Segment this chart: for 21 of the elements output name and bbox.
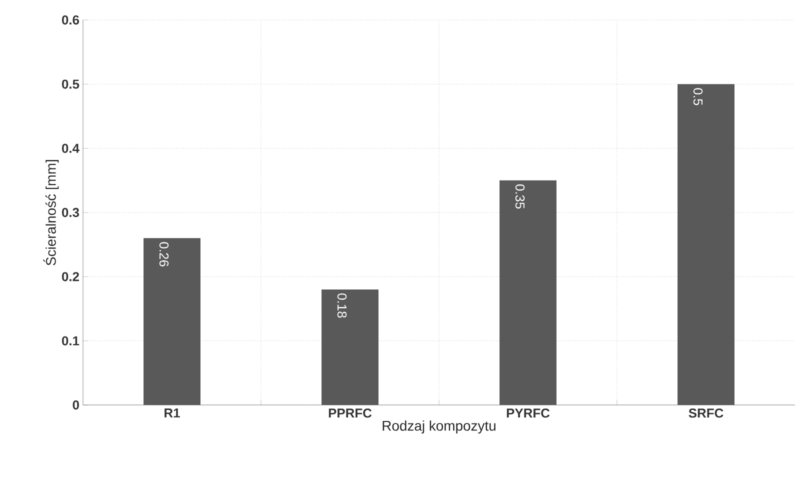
y-tick-label: 0.6 bbox=[62, 15, 80, 25]
bar bbox=[144, 238, 200, 405]
bar bbox=[322, 289, 378, 405]
y-tick-label: 0 bbox=[72, 400, 79, 410]
data-label: 0.26 bbox=[159, 242, 169, 266]
x-tick-label: SRFC bbox=[688, 408, 724, 418]
y-tick-label: 0.2 bbox=[62, 272, 79, 282]
y-tick-label: 0.5 bbox=[62, 80, 80, 89]
data-label: 0.35 bbox=[515, 184, 525, 209]
y-axis-title: Ścieralność [mm] bbox=[43, 160, 59, 266]
x-axis-title: Rodzaj kompozytu bbox=[382, 420, 496, 434]
x-tick-label: PYRFC bbox=[506, 408, 550, 418]
data-label: 0.18 bbox=[337, 294, 347, 318]
bar bbox=[678, 84, 734, 405]
x-tick-label: PPRFC bbox=[328, 408, 372, 418]
y-tick-label: 0.1 bbox=[62, 336, 80, 346]
y-tick-label: 0.4 bbox=[62, 144, 80, 153]
y-tick-label: 0.3 bbox=[62, 208, 80, 218]
x-tick-label: R1 bbox=[164, 408, 180, 418]
bar bbox=[500, 180, 556, 405]
data-label: 0.5 bbox=[693, 88, 703, 106]
